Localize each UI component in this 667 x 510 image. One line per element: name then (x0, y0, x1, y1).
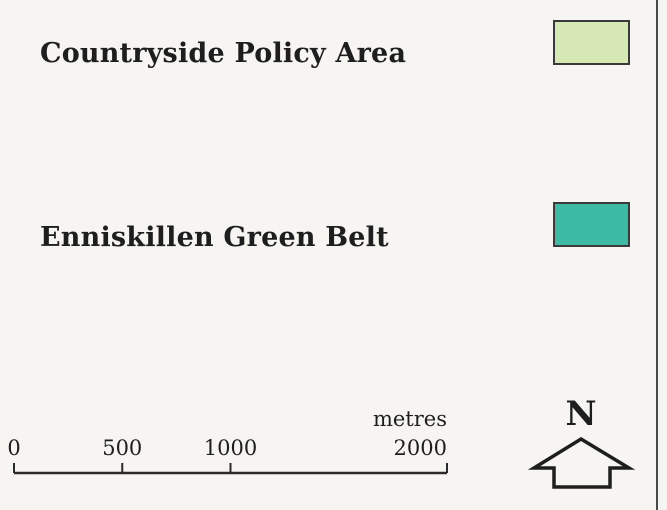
scale-tick-label-1000: 1000 (204, 436, 257, 460)
legend-label-countryside-policy-area: Countryside Policy Area (40, 38, 407, 69)
legend-swatch-enniskillen-green-belt (553, 202, 630, 247)
legend-border (656, 0, 658, 510)
north-arrow: N (528, 394, 636, 489)
scale-tick-label-0: 0 (7, 436, 20, 460)
legend-swatch-countryside-policy-area (553, 20, 630, 65)
north-arrow-icon (528, 436, 636, 489)
scale-tick-label-2000: 2000 (394, 436, 447, 460)
scale-bar: metres 0 500 1000 2000 (7, 407, 448, 475)
scale-unit-label: metres (373, 407, 447, 431)
scale-tick-label-500: 500 (102, 436, 142, 460)
legend-label-enniskillen-green-belt: Enniskillen Green Belt (40, 222, 389, 253)
north-label: N (565, 394, 596, 434)
